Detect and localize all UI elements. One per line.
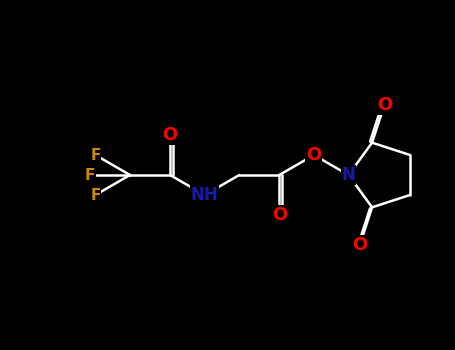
Text: F: F	[90, 147, 101, 162]
Text: O: O	[162, 126, 177, 144]
Text: O: O	[377, 96, 392, 114]
Text: O: O	[352, 236, 367, 254]
Text: O: O	[272, 206, 287, 224]
Text: N: N	[342, 166, 355, 184]
Text: F: F	[85, 168, 95, 182]
Text: O: O	[306, 146, 322, 164]
Text: F: F	[90, 188, 101, 203]
Text: NH: NH	[191, 186, 218, 204]
